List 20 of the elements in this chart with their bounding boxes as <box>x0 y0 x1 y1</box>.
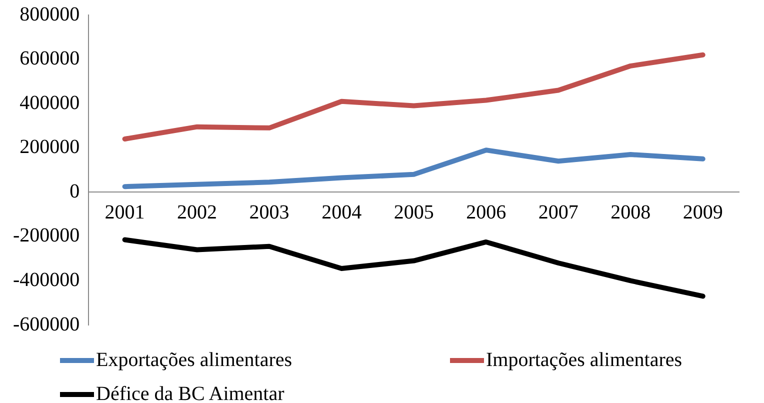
x-tick-label: 2001 <box>104 201 145 224</box>
y-tick-label: -400000 <box>12 268 80 291</box>
legend-label: Exportações alimentares <box>96 348 292 372</box>
x-tick-label: 2004 <box>322 201 362 224</box>
y-tick-label: -600000 <box>12 313 80 336</box>
y-tick-label: 600000 <box>20 48 80 70</box>
y-tick-label: 800000 <box>20 3 80 26</box>
y-tick-label: -200000 <box>12 224 80 247</box>
x-tick-label: 2009 <box>682 201 723 224</box>
x-tick-label: 2008 <box>610 201 651 224</box>
legend-label: Importações alimentares <box>486 348 682 372</box>
x-tick-label: 2005 <box>394 201 434 224</box>
x-tick-label: 2003 <box>249 201 290 224</box>
x-tick-label: 2007 <box>538 201 578 224</box>
x-tick-label: 2002 <box>177 201 218 224</box>
y-tick-label: 0 <box>70 180 80 202</box>
legend-label: Défice da BC Aimentar <box>96 382 284 403</box>
y-tick-label: 200000 <box>20 136 80 158</box>
x-tick-label: 2006 <box>466 201 506 224</box>
y-tick-label: 400000 <box>20 92 80 114</box>
